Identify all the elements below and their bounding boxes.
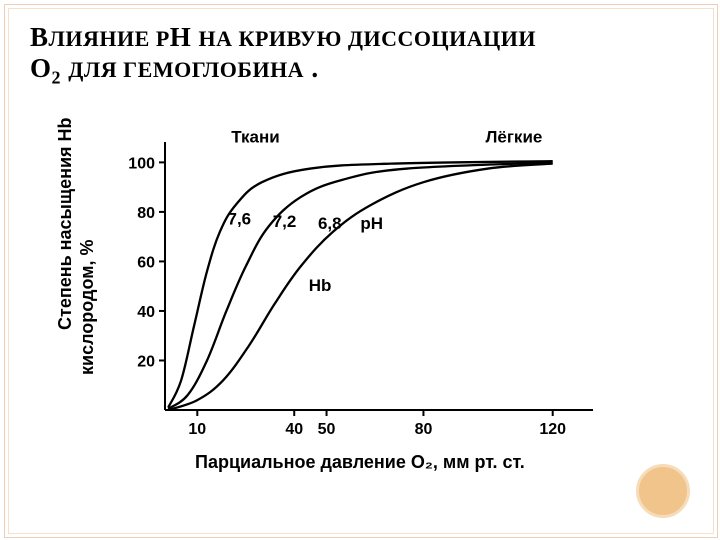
svg-text:Hb: Hb — [309, 276, 332, 295]
svg-text:40: 40 — [285, 421, 303, 438]
svg-text:60: 60 — [137, 254, 155, 271]
chart-svg: 20 40 60 80 100 10 40 50 80 120 Ткани Лёгкие 7,6 7,2 6… — [125, 130, 605, 440]
svg-text:6,8: 6,8 — [318, 214, 342, 233]
x-axis-label: Парциальное давление О₂, мм рт. ст. — [195, 452, 525, 473]
svg-text:pH: pH — [360, 214, 383, 233]
svg-text:20: 20 — [137, 353, 155, 370]
chart-container: Степень насыщения Hb кислородом, % 20406… — [125, 130, 625, 500]
decorative-circle — [636, 464, 690, 518]
svg-text:40: 40 — [137, 304, 155, 321]
svg-text:10: 10 — [188, 421, 206, 438]
svg-text:80: 80 — [415, 421, 433, 438]
svg-text:120: 120 — [539, 421, 566, 438]
svg-text:50: 50 — [318, 421, 336, 438]
svg-text:7,2: 7,2 — [273, 212, 297, 231]
svg-text:100: 100 — [128, 155, 155, 172]
svg-text:Ткани: Ткани — [231, 130, 279, 147]
y-axis-label-2: кислородом, % — [77, 239, 98, 375]
y-axis-label-1: Степень насыщения Hb — [55, 117, 76, 330]
svg-text:Лёгкие: Лёгкие — [485, 130, 542, 147]
page-title: ВЛИЯНИЕ РН НА КРИВУЮ ДИССОЦИАЦИИ О2 ДЛЯ … — [30, 22, 670, 88]
svg-text:80: 80 — [137, 205, 155, 222]
svg-text:7,6: 7,6 — [227, 209, 251, 228]
